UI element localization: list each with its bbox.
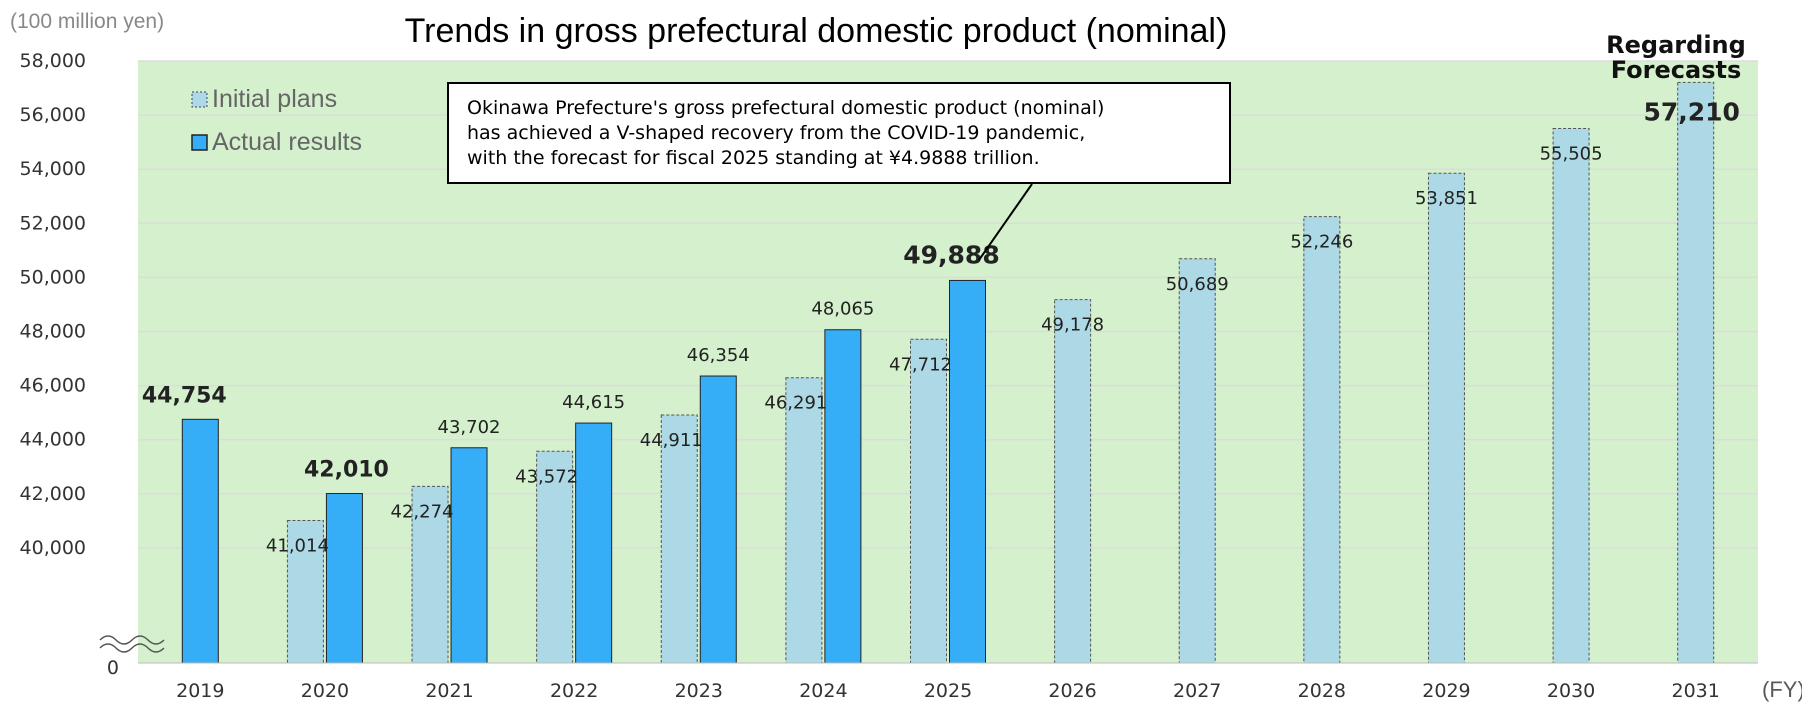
bar-initial-plan	[1054, 299, 1092, 664]
data-label-actual-result: 44,754	[142, 383, 227, 408]
x-tick-label: 2031	[1672, 680, 1720, 702]
data-label-initial-plan: 43,572	[515, 466, 578, 487]
callout-pointer	[978, 183, 1033, 261]
y-tick-label: 46,000	[20, 375, 86, 397]
data-label-initial-plan: 55,505	[1540, 143, 1603, 164]
x-tick-label: 2028	[1298, 680, 1346, 702]
data-label-initial-plan: 44,911	[640, 430, 703, 451]
bar-initial-plan	[1677, 81, 1715, 664]
bar-initial-plan	[910, 338, 947, 664]
x-tick-label: 2027	[1173, 680, 1221, 702]
callout-line-2: has achieved a V-shaped recovery from th…	[467, 122, 1086, 144]
data-label-initial-plan: 49,178	[1041, 315, 1104, 336]
x-tick-label: 2029	[1422, 680, 1470, 702]
bar-actual-result	[699, 375, 737, 664]
data-label-initial-plan: 52,246	[1290, 232, 1353, 253]
data-label-initial-plan: 57,210	[1643, 97, 1739, 126]
bar-initial-plan	[411, 485, 449, 664]
x-axis-unit-label: (FY)	[1762, 677, 1802, 702]
data-label-actual-result: 48,065	[811, 299, 874, 320]
legend-label-initial-plans: Initial plans	[212, 85, 337, 113]
bar-initial-plan	[785, 377, 823, 664]
data-label-actual-result: 46,354	[687, 345, 750, 366]
axis-break-icon	[99, 635, 165, 653]
data-label-initial-plan: 47,712	[889, 354, 952, 375]
x-tick-label: 2025	[924, 680, 972, 702]
y-axis-unit-label: (100 million yen)	[10, 10, 164, 33]
data-label-initial-plan: 50,689	[1166, 274, 1229, 295]
x-tick-label: 2023	[675, 680, 723, 702]
data-label-initial-plan: 53,851	[1415, 188, 1478, 209]
data-label-actual-result: 49,888	[903, 240, 999, 269]
y-tick-label: 56,000	[20, 104, 86, 126]
bar-actual-result	[450, 447, 488, 664]
x-tick-label: 2024	[799, 680, 847, 702]
y-zero-label: 0	[107, 657, 119, 679]
break-wave	[99, 643, 165, 653]
bar-actual-result	[575, 422, 613, 664]
data-label-actual-result: 43,702	[438, 417, 501, 438]
data-label-initial-plan: 46,291	[764, 393, 827, 414]
chart-title: Trends in gross prefectural domestic pro…	[405, 12, 1228, 50]
y-tick-label: 54,000	[20, 158, 86, 180]
x-tick-label: 2019	[176, 680, 224, 702]
data-label-initial-plan: 42,274	[391, 501, 454, 522]
callout-line-1: Okinawa Prefecture's gross prefectural d…	[467, 97, 1105, 119]
y-tick-label: 42,000	[20, 483, 86, 505]
y-tick-label: 40,000	[20, 537, 86, 559]
callout-box: Okinawa Prefecture's gross prefectural d…	[447, 82, 1231, 184]
bar-initial-plan	[660, 414, 698, 664]
x-tick-label: 2026	[1048, 680, 1096, 702]
bar-initial-plan	[1303, 216, 1341, 664]
bar-actual-result	[949, 279, 986, 664]
x-tick-label: 2030	[1547, 680, 1595, 702]
x-tick-label: 2021	[425, 680, 473, 702]
y-tick-label: 58,000	[20, 50, 86, 72]
x-tick-label: 2020	[301, 680, 349, 702]
break-wave	[99, 635, 165, 645]
legend-swatch-initial-plans	[191, 91, 208, 108]
y-tick-label: 44,000	[20, 429, 86, 451]
bar-initial-plan	[536, 450, 574, 664]
legend-swatch-actual-results	[191, 134, 208, 151]
bar-initial-plan	[1427, 172, 1465, 664]
data-label-initial-plan: 41,014	[266, 535, 329, 556]
bar-initial-plan	[1178, 258, 1216, 664]
forecast-note-line-1: Regarding	[1606, 31, 1746, 59]
bar-actual-result	[325, 493, 363, 664]
y-tick-label: 48,000	[20, 321, 86, 343]
callout-line-3: with the forecast for fiscal 2025 standi…	[467, 147, 1040, 169]
y-tick-label: 52,000	[20, 212, 86, 234]
bar-actual-result	[824, 329, 862, 664]
y-tick-label: 50,000	[20, 266, 86, 288]
bar-initial-plan	[1552, 127, 1590, 664]
bar-actual-result	[181, 418, 219, 664]
legend-label-actual-results: Actual results	[212, 128, 362, 156]
forecast-note-line-2: Forecasts	[1611, 56, 1742, 84]
x-tick-label: 2022	[550, 680, 598, 702]
data-label-actual-result: 44,615	[562, 392, 625, 413]
data-label-actual-result: 42,010	[304, 458, 389, 483]
